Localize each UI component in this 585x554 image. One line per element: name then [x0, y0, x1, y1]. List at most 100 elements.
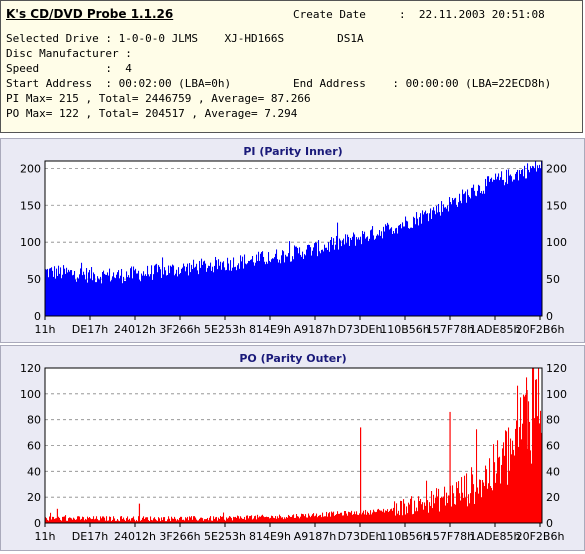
y-tick-label: 100 — [20, 388, 41, 401]
data-bar — [513, 449, 515, 523]
data-bar — [338, 249, 340, 316]
data-bar — [211, 270, 213, 316]
data-bar — [103, 516, 105, 523]
data-bar — [322, 249, 324, 316]
data-bar — [454, 198, 456, 316]
data-bar — [239, 268, 241, 316]
data-bar — [77, 277, 79, 316]
data-bar — [291, 261, 293, 316]
data-bar — [224, 267, 226, 316]
data-bar — [381, 510, 383, 523]
data-bar — [80, 519, 82, 523]
data-bar — [158, 517, 160, 523]
data-bar — [434, 210, 436, 316]
y-tick-label: 20 — [27, 491, 41, 504]
data-bar — [445, 505, 447, 523]
data-bar — [161, 277, 163, 316]
data-bar — [346, 513, 348, 523]
data-bar — [166, 521, 168, 523]
data-bar — [86, 268, 88, 316]
data-bar — [242, 256, 244, 316]
data-bar — [402, 222, 404, 316]
data-bar — [149, 276, 151, 316]
data-bar — [220, 261, 222, 316]
data-bar — [264, 261, 266, 316]
data-bar — [441, 496, 443, 523]
data-bar — [387, 509, 389, 523]
data-bar — [209, 266, 211, 316]
data-bar — [73, 274, 75, 316]
data-bar — [387, 222, 389, 316]
data-bar — [79, 274, 81, 316]
data-bar — [114, 277, 116, 316]
data-bar — [481, 497, 483, 523]
data-bar — [66, 520, 68, 523]
data-bar — [120, 275, 122, 316]
data-bar — [391, 508, 393, 523]
data-bar — [138, 516, 140, 523]
data-bar — [335, 514, 337, 523]
data-bar — [227, 518, 229, 523]
data-bar — [446, 208, 448, 316]
data-bar — [370, 230, 372, 316]
data-bar — [106, 516, 108, 523]
data-bar — [171, 266, 173, 316]
po-chart-panel: PO (Parity Outer) 0 0 20 20 40 40 60 60 80 80 100 10… — [0, 345, 585, 551]
data-bar — [500, 483, 502, 523]
data-bar — [351, 510, 353, 523]
data-bar — [527, 163, 529, 316]
data-bar — [115, 278, 117, 316]
data-bar — [376, 511, 378, 523]
data-bar — [344, 510, 346, 523]
data-bar — [93, 516, 95, 523]
data-bar — [521, 439, 523, 523]
data-bar — [122, 519, 124, 523]
data-bar — [417, 511, 419, 523]
data-bar — [175, 273, 177, 316]
data-bar — [355, 514, 357, 523]
data-bar — [79, 516, 81, 523]
data-bar — [489, 181, 491, 316]
y-tick-label: 40 — [546, 465, 560, 478]
data-bar — [168, 265, 170, 316]
data-bar — [421, 223, 423, 316]
data-bar — [188, 275, 190, 316]
data-bar — [401, 501, 403, 523]
data-bar — [488, 483, 490, 523]
data-bar — [173, 265, 175, 316]
data-bar — [340, 512, 342, 523]
data-bar — [102, 272, 104, 316]
data-bar — [511, 176, 513, 316]
data-bar — [198, 520, 200, 523]
data-bar — [499, 180, 501, 316]
data-bar — [314, 243, 316, 316]
data-bar — [99, 279, 101, 316]
data-bar — [333, 511, 335, 523]
data-bar — [324, 244, 326, 316]
data-bar — [469, 503, 471, 523]
data-bar — [82, 275, 84, 316]
data-bar — [406, 220, 408, 316]
data-bar — [451, 506, 453, 523]
data-bar — [373, 235, 375, 316]
data-bar — [342, 240, 344, 316]
data-bar — [433, 494, 435, 523]
data-bar — [352, 514, 354, 523]
data-bar — [468, 494, 470, 523]
data-bar — [205, 263, 207, 316]
data-bar — [378, 508, 380, 523]
data-bar — [389, 510, 391, 523]
data-bar — [521, 170, 523, 316]
data-bar — [144, 275, 146, 316]
y-tick-label: 150 — [546, 199, 567, 212]
data-bar — [145, 517, 147, 523]
data-bar — [124, 281, 126, 316]
data-bar — [430, 208, 432, 316]
data-bar — [255, 262, 257, 316]
data-bar — [94, 274, 96, 316]
data-bar — [308, 244, 310, 316]
x-tick-label: DE17h — [72, 530, 108, 543]
data-bar — [312, 514, 314, 523]
data-bar — [228, 263, 230, 316]
data-bar — [428, 221, 430, 316]
